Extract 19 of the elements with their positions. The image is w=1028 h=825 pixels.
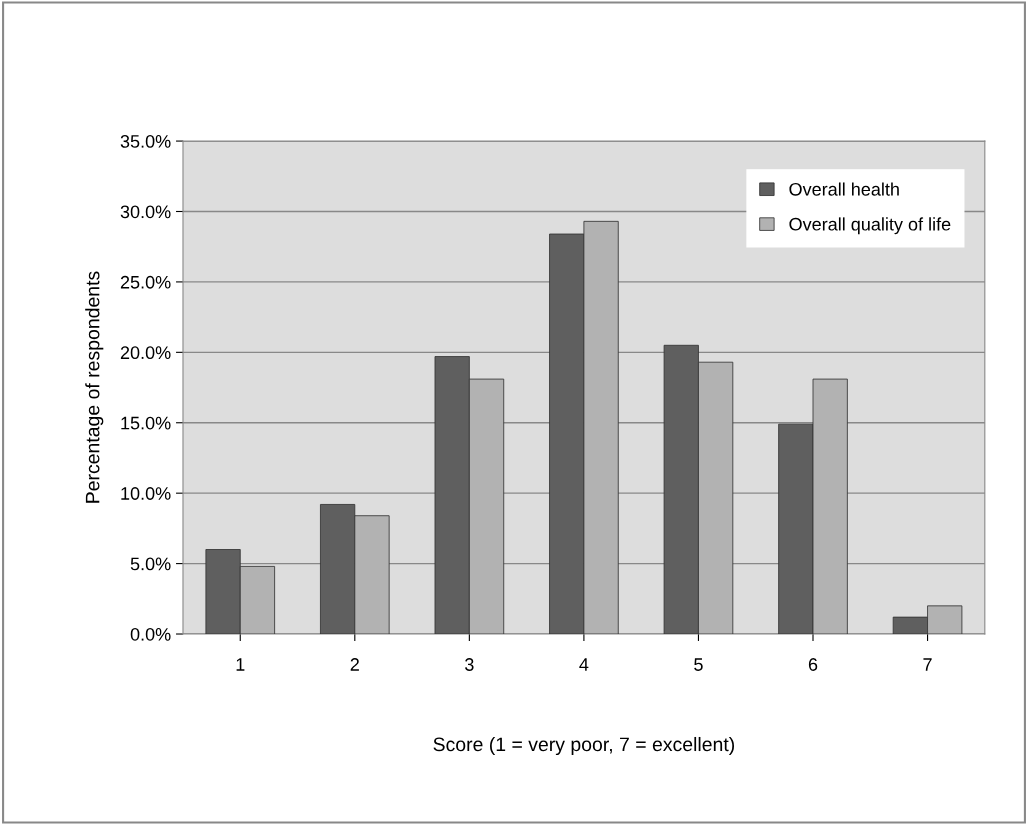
y-tick-label: 25.0% [120, 275, 171, 289]
x-tick-label: 3 [465, 658, 474, 671]
y-tick-label: 30.0% [120, 205, 171, 219]
y-tick-label: 5.0% [130, 557, 171, 571]
x-tick-label: 5 [694, 658, 703, 671]
y-tick-label: 10.0% [121, 487, 171, 500]
x-tick-label: 1 [236, 658, 245, 671]
y-tick-label: 20.0% [120, 346, 171, 360]
legend-label: Overall quality of life [789, 217, 951, 235]
x-tick-label: 6 [808, 658, 818, 671]
x-tick-label: 2 [350, 658, 359, 671]
x-tick-label: 4 [579, 658, 589, 671]
y-axis-title: Percentage of respondents [85, 271, 104, 503]
x-tick-label: 7 [923, 658, 932, 671]
x-axis-title: Score (1 = very poor, 7 = excellent) [433, 736, 735, 756]
y-tick-label: 0.0% [130, 627, 171, 641]
y-tick-label: 35.0% [120, 135, 171, 148]
legend-label: Overall health [789, 182, 899, 196]
y-tick-label: 15.0% [121, 416, 171, 430]
